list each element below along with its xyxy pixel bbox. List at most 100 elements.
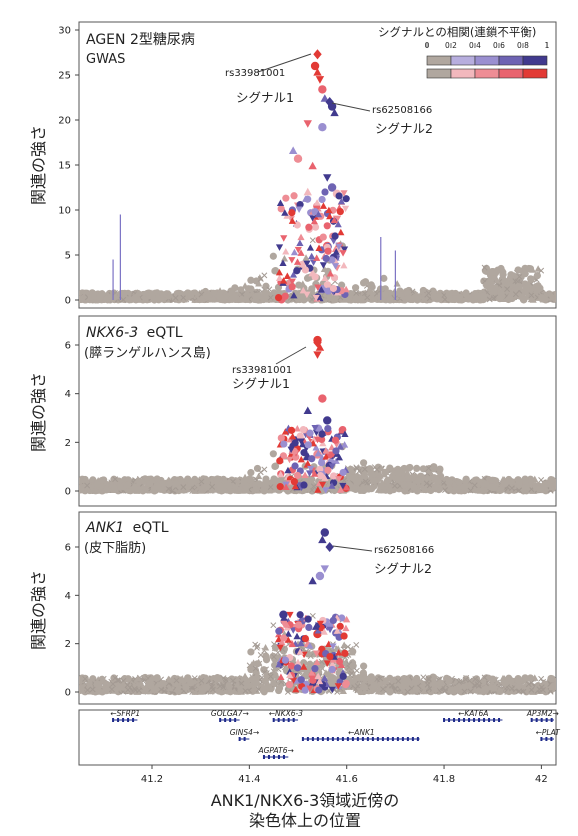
peak-point [335,247,344,254]
peak-point [334,220,342,228]
background-point [187,291,195,299]
background-point [254,643,261,649]
background-point [233,681,241,688]
background-point [397,290,405,298]
background-point [445,477,453,486]
background-point [352,295,360,304]
background-point [381,290,389,299]
peak-point [308,455,316,463]
background-point [423,480,430,487]
peak-point [320,94,330,102]
background-point [384,480,392,488]
legend-swatch [498,55,524,66]
background-point [408,473,416,482]
panel-nkx63-ylabel: 関連の強さ [29,372,48,452]
peak-point [324,247,332,255]
background-point [102,483,111,491]
peak-point [279,452,288,460]
peak-point [314,486,322,493]
background-point [507,477,515,486]
background-point [462,290,470,298]
background-point [231,482,239,490]
peak-point [275,244,284,251]
peak-point [311,223,320,231]
peak-point [335,453,343,461]
background-point [261,466,268,473]
legend-swatch [426,55,452,66]
peak-point [288,278,296,286]
peak-point [277,434,285,442]
background-point [475,478,483,486]
background-point [124,682,131,689]
peak-point [319,233,327,241]
peak-point [293,258,302,265]
background-point [147,682,155,690]
peak-point [326,270,334,277]
peak-point [297,455,305,463]
peak-point [297,438,305,445]
peak-point [276,199,285,207]
background-point [534,265,542,272]
y-tick-label: 0 [65,296,71,307]
background-point [284,689,291,695]
peak-point [287,426,296,434]
peak-point [307,465,315,473]
background-point [108,686,115,693]
panel-gwas-ylabel: 関連の強さ [29,125,48,205]
background-point [180,294,187,301]
background-point [247,285,255,293]
peak-point [283,272,291,279]
background-point [213,674,221,682]
background-point [528,292,535,299]
background-point [466,677,473,684]
peak-point [315,343,325,351]
background-point [521,264,529,272]
background-point [93,680,101,688]
peak-point [320,674,329,682]
peak-point [325,206,333,214]
background-point [112,476,119,483]
background-point [110,482,118,489]
peak-point [328,660,337,668]
peak-point [315,76,325,84]
background-point [431,482,440,490]
peak-point [332,447,340,455]
background-point [521,270,529,278]
peak-point [308,576,317,585]
annot-signal1-label: シグナル1 [236,90,294,105]
background-point [261,476,270,483]
background-point [318,658,325,665]
background-point [125,296,134,304]
peak-point [303,460,312,468]
peak-point [318,535,327,544]
background-point [82,675,89,682]
background-point [241,295,250,304]
peak-point [323,174,332,182]
peak-point [303,260,311,268]
background-point [507,677,515,685]
background-point [231,293,239,301]
peak-point [285,680,294,689]
background-point [462,476,470,485]
peak-point [285,456,294,464]
peak-point [323,660,331,667]
panel-nkx63-background-points [79,439,556,495]
peak-point [282,483,290,490]
peak-point [318,123,327,132]
background-point [508,485,515,492]
background-point [466,687,474,694]
background-point [395,678,402,685]
background-point [420,682,429,691]
peak-point [297,249,305,256]
background-point [137,679,145,687]
background-point [506,281,514,289]
background-point [394,475,402,483]
background-point [526,265,535,273]
background-point [360,662,368,670]
peak-point [320,565,330,573]
peak-point [293,658,303,667]
background-point [334,645,342,652]
peak-point [342,195,350,203]
background-point [359,279,368,287]
